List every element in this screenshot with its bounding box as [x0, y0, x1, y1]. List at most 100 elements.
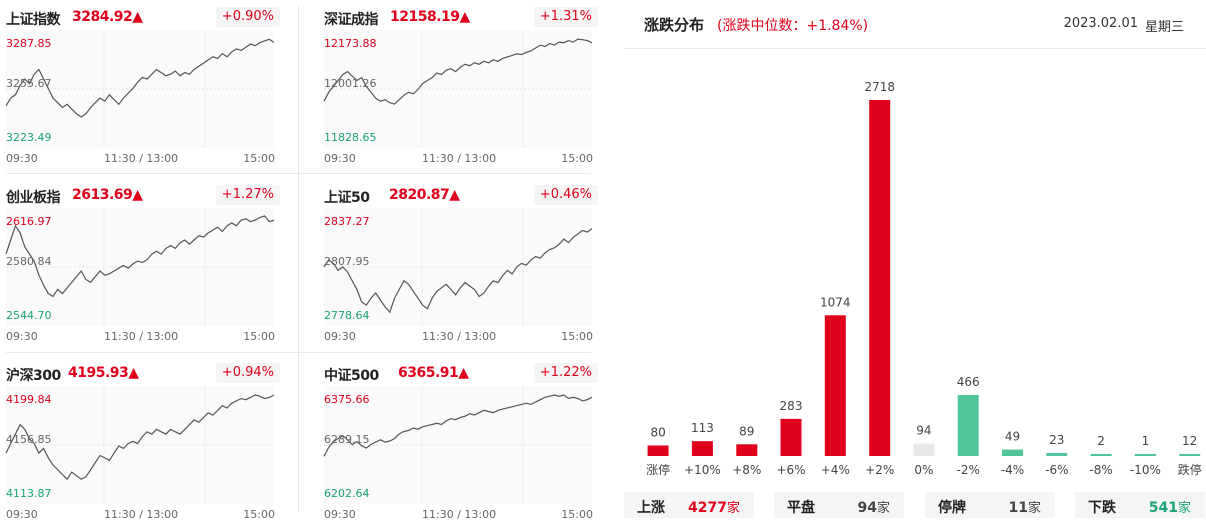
bar-value-label: 113 — [691, 421, 714, 435]
category-label: +10% — [684, 463, 721, 477]
index-price: 2820.87▲ — [389, 187, 460, 203]
high-label: 2616.97 — [6, 215, 52, 228]
mid-label: 2580.84 — [6, 255, 52, 268]
summary-unit: 家 — [876, 501, 890, 516]
bar-value-label: 94 — [916, 424, 931, 438]
index-name: 上证指数 — [6, 12, 61, 28]
summary-value: 11家 — [1009, 497, 1042, 516]
change-badge: +1.31% — [533, 7, 598, 27]
change-badge: +1.27% — [215, 185, 280, 205]
category-label: +6% — [776, 463, 805, 477]
index-price: 2613.69▲ — [72, 187, 143, 203]
index-card: 上证50 2820.87▲ +0.46% 2837.27 2807.95 2778.64 0… — [318, 178, 608, 352]
bar — [647, 445, 669, 456]
time-middle-label: 11:30 / 13:00 — [422, 330, 497, 343]
time-start-label: 09:30 — [324, 330, 356, 343]
weekday-label: 星期三 — [1144, 20, 1184, 35]
summary-value: 4277家 — [688, 497, 740, 516]
category-label: -10% — [1130, 463, 1161, 477]
category-label: +8% — [732, 463, 761, 477]
bar-value-label: 2718 — [864, 80, 895, 94]
time-end-label: 15:00 — [243, 330, 275, 343]
distribution-bar-chart: 80 涨停 113 +10% 89 +8% 283 +6% 1074 +4% 2718 +2% 94 0%… — [646, 80, 1202, 477]
time-end-label: 15:00 — [561, 330, 593, 343]
summary-box: 平盘 94家 — [774, 492, 904, 518]
summary-count: 541 — [1148, 500, 1178, 516]
summary-bar: 上涨 4277家 平盘 94家 停牌 11家 下跌 541家 — [624, 492, 1206, 518]
sparkline-chart — [323, 386, 592, 504]
bar — [1134, 454, 1156, 456]
time-middle-label: 11:30 / 13:00 — [104, 330, 179, 343]
category-label: 涨停 — [646, 462, 670, 477]
time-middle-label: 11:30 / 13:00 — [104, 508, 179, 521]
index-card: 中证500 6365.91▲ +1.22% 6375.66 6289.15 6202.64… — [318, 356, 608, 522]
category-label: +2% — [865, 463, 894, 477]
index-header: 上证50 2820.87▲ +0.46% — [318, 178, 608, 208]
bar-value-label: 23 — [1049, 433, 1064, 447]
index-header: 上证指数 3284.92▲ +0.90% — [0, 0, 290, 30]
row-divider — [6, 173, 591, 174]
index-card: 沪深300 4195.93▲ +0.94% 4199.84 4156.85 4113.87… — [0, 356, 290, 522]
bar-value-label: 1074 — [820, 295, 851, 309]
index-price: 6365.91▲ — [398, 365, 469, 381]
high-label: 3287.85 — [6, 37, 52, 50]
row-divider — [6, 352, 591, 353]
index-header: 深证成指 12158.19▲ +1.31% — [318, 0, 608, 30]
change-badge: +0.94% — [215, 363, 280, 383]
category-label: -2% — [957, 463, 980, 477]
bar — [869, 100, 891, 456]
low-label: 4113.87 — [6, 487, 52, 500]
mid-label: 6289.15 — [324, 433, 370, 446]
category-label: +4% — [821, 463, 850, 477]
sparkline-chart — [323, 30, 592, 148]
index-price: 12158.19▲ — [390, 9, 470, 25]
index-card: 上证指数 3284.92▲ +0.90% 3287.85 3255.67 3223.49 0… — [0, 0, 290, 174]
time-middle-label: 11:30 / 13:00 — [422, 508, 497, 521]
summary-value: 541家 — [1149, 497, 1191, 516]
summary-value: 94家 — [858, 497, 891, 516]
distribution-panel: 涨跌分布 (涨跌中位数：+1.84%) 2023.02.01 星期三 80 涨停 1… — [624, 0, 1206, 522]
category-label: -8% — [1089, 463, 1112, 477]
price-line — [5, 394, 274, 481]
bar-value-label: 1 — [1142, 434, 1150, 448]
time-end-label: 15:00 — [561, 508, 593, 521]
bar — [1046, 453, 1068, 456]
summary-count: 94 — [857, 500, 877, 516]
price-line — [323, 38, 592, 105]
change-badge: +0.46% — [533, 185, 598, 205]
bar — [736, 444, 758, 456]
time-start-label: 09:30 — [324, 508, 356, 521]
bar — [1090, 454, 1112, 456]
date-label: 2023.02.01 — [1063, 16, 1138, 31]
distribution-title: 涨跌分布 — [644, 16, 705, 34]
summary-box: 下跌 541家 — [1075, 492, 1205, 518]
index-card: 深证成指 12158.19▲ +1.31% 12173.88 12001.26 11828… — [318, 0, 608, 174]
time-middle-label: 11:30 / 13:00 — [422, 152, 497, 165]
summary-box: 上涨 4277家 — [624, 492, 754, 518]
time-end-label: 15:00 — [243, 508, 275, 521]
mid-label: 12001.26 — [324, 77, 377, 90]
high-label: 12173.88 — [324, 37, 377, 50]
mid-label: 3255.67 — [6, 77, 52, 90]
index-name: 深证成指 — [324, 12, 379, 28]
bar — [824, 315, 846, 456]
low-label: 3223.49 — [6, 131, 52, 144]
high-label: 6375.66 — [324, 393, 370, 406]
low-label: 2778.64 — [324, 309, 370, 322]
index-panel: 上证指数 3284.92▲ +0.90% 3287.85 3255.67 3223.49 0… — [0, 0, 608, 522]
index-name: 中证500 — [324, 368, 379, 384]
category-label: 0% — [914, 463, 933, 477]
index-card: 创业板指 2613.69▲ +1.27% 2616.97 2580.84 2544.70 0… — [0, 178, 290, 352]
price-line — [5, 38, 274, 118]
bar-value-label: 80 — [650, 426, 665, 440]
column-divider — [298, 6, 299, 512]
category-label: -6% — [1045, 463, 1068, 477]
mid-label: 2807.95 — [324, 255, 370, 268]
summary-unit: 家 — [1177, 501, 1191, 516]
index-header: 创业板指 2613.69▲ +1.27% — [0, 178, 290, 208]
time-end-label: 15:00 — [561, 152, 593, 165]
bar-value-label: 89 — [739, 424, 754, 438]
bar — [1179, 454, 1201, 456]
low-label: 6202.64 — [324, 487, 370, 500]
bar — [913, 443, 935, 456]
